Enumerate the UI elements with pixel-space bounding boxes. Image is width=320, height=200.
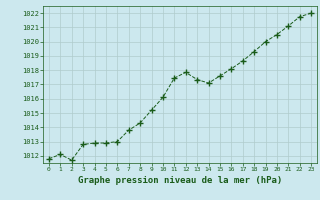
X-axis label: Graphe pression niveau de la mer (hPa): Graphe pression niveau de la mer (hPa) <box>78 176 282 185</box>
